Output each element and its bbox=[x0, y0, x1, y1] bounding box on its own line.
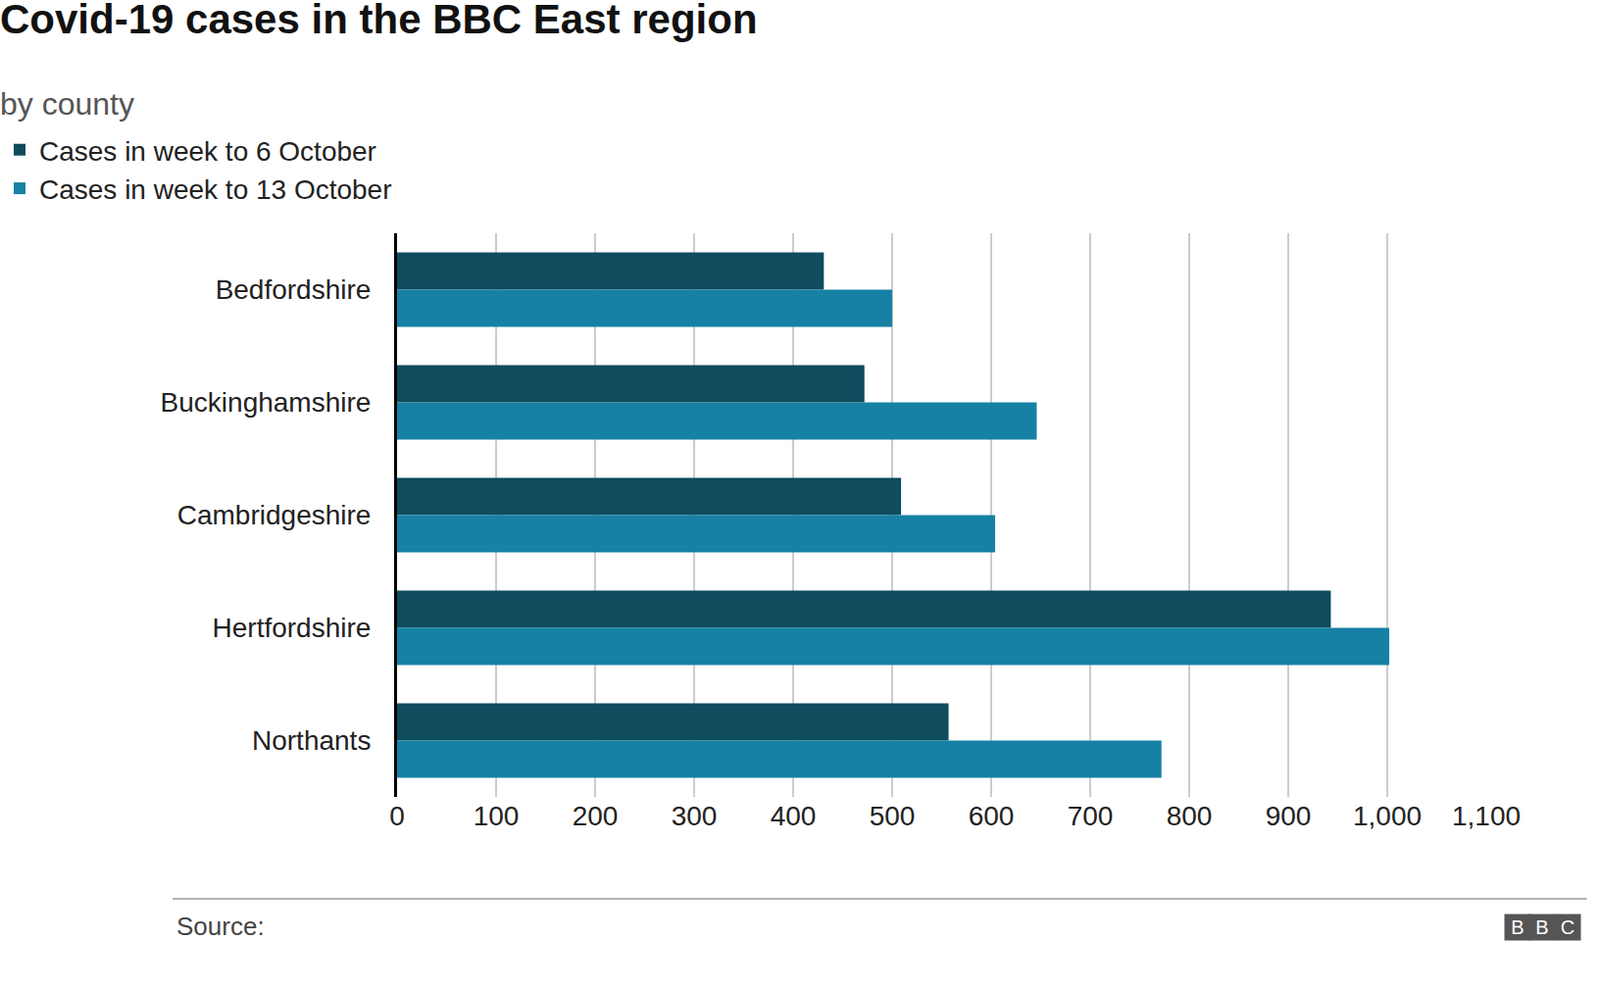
svg-text:Bedfordshire: Bedfordshire bbox=[215, 274, 372, 305]
svg-text:B: B bbox=[1510, 916, 1524, 939]
svg-text:200: 200 bbox=[572, 800, 619, 832]
svg-text:800: 800 bbox=[1166, 800, 1213, 832]
svg-text:600: 600 bbox=[968, 800, 1015, 832]
svg-text:1,100: 1,100 bbox=[1451, 800, 1521, 832]
svg-text:1,000: 1,000 bbox=[1352, 800, 1422, 832]
svg-text:900: 900 bbox=[1265, 800, 1312, 832]
svg-text:by county: by county bbox=[0, 86, 135, 122]
svg-text:B: B bbox=[1535, 916, 1549, 939]
svg-text:Source:: Source: bbox=[176, 911, 265, 942]
svg-text:0: 0 bbox=[389, 800, 405, 832]
svg-text:Cambridgeshire: Cambridgeshire bbox=[177, 500, 372, 531]
svg-text:Buckinghamshire: Buckinghamshire bbox=[160, 387, 372, 418]
svg-text:Cases in week to 13 October: Cases in week to 13 October bbox=[39, 174, 393, 205]
svg-text:Covid-19 cases in the BBC East: Covid-19 cases in the BBC East region bbox=[0, 0, 758, 43]
svg-text:C: C bbox=[1560, 916, 1575, 939]
svg-text:Hertfordshire: Hertfordshire bbox=[212, 612, 372, 644]
svg-text:300: 300 bbox=[671, 800, 718, 832]
svg-text:500: 500 bbox=[869, 800, 916, 832]
svg-text:400: 400 bbox=[770, 800, 817, 832]
svg-text:Cases in week to 6 October: Cases in week to 6 October bbox=[39, 136, 377, 167]
svg-text:Northants: Northants bbox=[251, 725, 371, 756]
svg-text:100: 100 bbox=[473, 800, 520, 832]
svg-text:700: 700 bbox=[1067, 800, 1114, 832]
